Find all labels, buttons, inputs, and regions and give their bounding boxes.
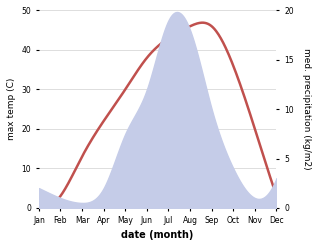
X-axis label: date (month): date (month) <box>121 230 194 240</box>
Y-axis label: med. precipitation (kg/m2): med. precipitation (kg/m2) <box>302 48 311 170</box>
Y-axis label: max temp (C): max temp (C) <box>7 78 16 140</box>
